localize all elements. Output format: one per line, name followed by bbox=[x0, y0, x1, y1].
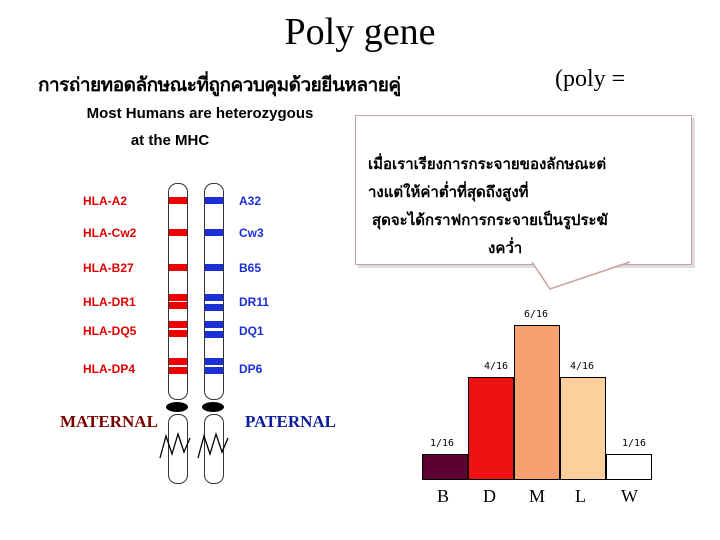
bar-B bbox=[422, 454, 468, 480]
allele-band bbox=[169, 302, 187, 309]
category-label: M bbox=[529, 486, 546, 506]
category-label: D bbox=[483, 486, 496, 506]
bar-L bbox=[560, 377, 606, 480]
allele-band bbox=[169, 358, 187, 365]
allele-band bbox=[169, 229, 187, 236]
allele-band bbox=[205, 229, 223, 236]
callout-line: เมื่อเราเรียงการกระจายของลักษณะต่ bbox=[368, 155, 607, 173]
allele-band bbox=[205, 264, 223, 271]
poly-note: (poly = bbox=[555, 66, 626, 92]
paternal-allele-label: DR11 bbox=[239, 295, 270, 309]
paternal-allele-label: A32 bbox=[239, 194, 262, 208]
bar-W bbox=[606, 454, 652, 480]
maternal-allele-label: HLA-DR1 bbox=[83, 295, 136, 309]
mhc-figure: Most Humans are heterozygous at the MHC … bbox=[50, 100, 350, 495]
callout-pointer bbox=[531, 261, 631, 290]
callout-box: เมื่อเราเรียงการกระจายของลักษณะต่ างแต่ใ… bbox=[355, 115, 692, 265]
maternal-chromosome-lower-arm bbox=[168, 414, 188, 484]
allele-band bbox=[205, 367, 223, 374]
crossover-squiggle-icon bbox=[159, 431, 229, 459]
page-title: Poly gene bbox=[284, 11, 436, 53]
paternal-label: PATERNAL bbox=[245, 412, 336, 431]
maternal-allele-label: HLA-DQ5 bbox=[83, 324, 137, 338]
maternal-allele-label: HLA-DP4 bbox=[83, 362, 136, 376]
subtitle: การถ่ายทอดลักษณะที่ถูกควบคุมด้วยยีนหลายค… bbox=[38, 74, 401, 96]
allele-band bbox=[205, 197, 223, 204]
paternal-chromosome bbox=[204, 183, 224, 400]
callout-line: างแต่ให้ค่าต่ำที่สุดถึงสูงที่ bbox=[368, 183, 529, 201]
maternal-centromere bbox=[166, 402, 188, 412]
allele-band bbox=[169, 367, 187, 374]
paternal-allele-label: DQ1 bbox=[239, 324, 264, 338]
allele-band bbox=[169, 330, 187, 337]
maternal-chromosome bbox=[168, 183, 188, 400]
allele-band bbox=[169, 321, 187, 328]
maternal-allele-label: HLA-Cw2 bbox=[83, 226, 137, 240]
allele-band bbox=[169, 264, 187, 271]
paternal-centromere bbox=[202, 402, 224, 412]
bar-value-label: 4/16 bbox=[484, 361, 509, 372]
maternal-label: MATERNAL bbox=[60, 412, 158, 431]
bar-M bbox=[514, 325, 560, 480]
paternal-allele-label: B65 bbox=[239, 261, 262, 275]
paternal-allele-label: Cw3 bbox=[239, 226, 264, 240]
callout-line: สุดจะได้กราฟการกระจายเป็นรูประฆั bbox=[372, 211, 608, 229]
bar-value-label: 6/16 bbox=[524, 309, 549, 320]
category-label: B bbox=[437, 486, 450, 506]
maternal-allele-label: HLA-A2 bbox=[83, 194, 127, 208]
allele-band bbox=[205, 358, 223, 365]
bar-value-label: 1/16 bbox=[622, 438, 647, 449]
allele-band bbox=[169, 294, 187, 301]
figure-heading-line2: at the MHC bbox=[130, 132, 210, 149]
category-label: W bbox=[621, 486, 638, 506]
allele-band bbox=[169, 197, 187, 204]
bar-D bbox=[468, 377, 514, 480]
paternal-allele-label: DP6 bbox=[239, 362, 263, 376]
allele-band bbox=[205, 294, 223, 301]
bar-value-label: 4/16 bbox=[570, 361, 595, 372]
allele-band bbox=[205, 304, 223, 311]
allele-band bbox=[205, 321, 223, 328]
maternal-allele-label: HLA-B27 bbox=[83, 261, 134, 275]
figure-heading-line1: Most Humans are heterozygous bbox=[86, 105, 314, 122]
category-label: L bbox=[575, 486, 586, 506]
allele-band bbox=[205, 331, 223, 338]
bar-value-label: 1/16 bbox=[430, 438, 455, 449]
callout-line: งคว่ำ bbox=[488, 239, 523, 257]
